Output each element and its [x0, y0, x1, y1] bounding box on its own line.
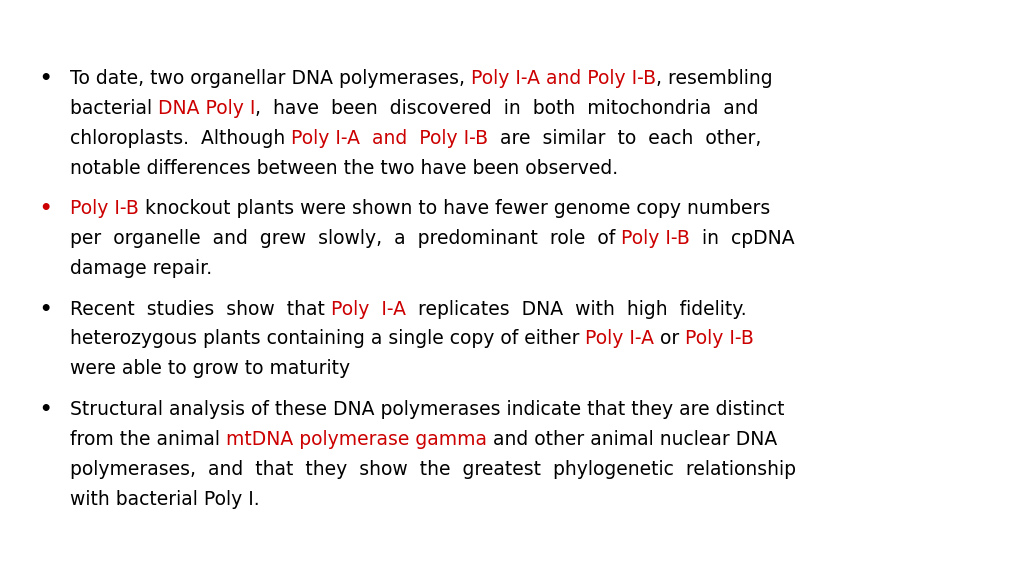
Text: chloroplasts.  Although: chloroplasts. Although — [70, 129, 291, 148]
Text: Poly I-A  and  Poly I-B: Poly I-A and Poly I-B — [291, 129, 488, 148]
Text: polymerases,  and  that  they  show  the  greatest  phylogenetic  relationship: polymerases, and that they show the grea… — [70, 460, 796, 479]
Text: •: • — [39, 69, 51, 88]
Text: per  organelle  and  grew  slowly,  a  predominant  role  of: per organelle and grew slowly, a predomi… — [70, 229, 621, 248]
Text: DNA Poly I: DNA Poly I — [158, 99, 255, 118]
Text: Poly  I-A: Poly I-A — [331, 300, 406, 319]
Text: mtDNA polymerase gamma: mtDNA polymerase gamma — [225, 430, 486, 449]
Text: ,  have  been  discovered  in  both  mitochondria  and: , have been discovered in both mitochond… — [255, 99, 759, 118]
Text: were able to grow to maturity: were able to grow to maturity — [70, 359, 350, 378]
Text: with bacterial Poly I.: with bacterial Poly I. — [70, 490, 259, 509]
Text: knockout plants were shown to have fewer genome copy numbers: knockout plants were shown to have fewer… — [138, 199, 770, 218]
Text: bacterial: bacterial — [70, 99, 158, 118]
Text: Poly I-B: Poly I-B — [621, 229, 690, 248]
Text: Recent  studies  show  that: Recent studies show that — [70, 300, 331, 319]
Text: replicates  DNA  with  high  fidelity.: replicates DNA with high fidelity. — [406, 300, 746, 319]
Text: are  similar  to  each  other,: are similar to each other, — [488, 129, 762, 148]
Text: Poly I-A: Poly I-A — [585, 329, 654, 348]
Text: from the animal: from the animal — [70, 430, 225, 449]
Text: Poly I-B: Poly I-B — [70, 199, 138, 218]
Text: damage repair.: damage repair. — [70, 259, 212, 278]
Text: •: • — [39, 199, 51, 218]
Text: •: • — [39, 300, 51, 319]
Text: •: • — [39, 400, 51, 419]
Text: Poly I-A and Poly I-B: Poly I-A and Poly I-B — [471, 69, 655, 88]
Text: , resembling: , resembling — [655, 69, 772, 88]
Text: notable differences between the two have been observed.: notable differences between the two have… — [70, 159, 617, 178]
Text: and other animal nuclear DNA: and other animal nuclear DNA — [486, 430, 777, 449]
Text: or: or — [654, 329, 685, 348]
Text: Poly I-B: Poly I-B — [685, 329, 755, 348]
Text: Structural analysis of these DNA polymerases indicate that they are distinct: Structural analysis of these DNA polymer… — [70, 400, 784, 419]
Text: heterozygous plants containing a single copy of either: heterozygous plants containing a single … — [70, 329, 585, 348]
Text: in  cpDNA: in cpDNA — [690, 229, 795, 248]
Text: To date, two organellar DNA polymerases,: To date, two organellar DNA polymerases, — [70, 69, 471, 88]
